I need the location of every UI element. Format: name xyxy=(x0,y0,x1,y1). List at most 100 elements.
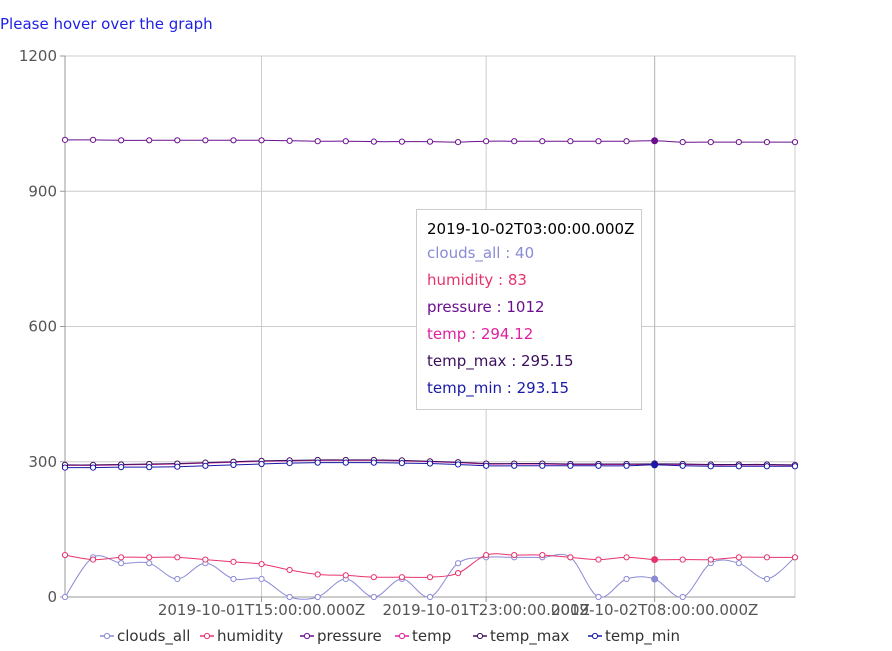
data-point-humidity xyxy=(763,554,771,561)
data-point-temp_min xyxy=(735,463,742,470)
legend-marker-clouds_all xyxy=(103,632,111,640)
data-point-pressure xyxy=(398,138,406,145)
data-point-temp_min xyxy=(679,462,686,469)
data-point-clouds_all xyxy=(118,560,125,567)
legend-marker-temp xyxy=(398,632,406,640)
data-point-humidity xyxy=(651,556,659,564)
data-point-humidity xyxy=(61,551,69,559)
data-point-pressure xyxy=(61,136,69,143)
data-point-temp_min xyxy=(791,463,799,470)
tooltip-row-clouds-all: clouds_all : 40 xyxy=(427,244,535,262)
data-point-humidity xyxy=(426,574,434,581)
data-point-temp_min xyxy=(454,461,462,468)
y-tick-label: 300 xyxy=(28,453,57,471)
data-point-temp_min xyxy=(230,461,237,469)
data-point-clouds_all xyxy=(146,560,153,567)
data-point-temp_min xyxy=(511,462,518,469)
legend-marker-pressure xyxy=(303,632,311,640)
data-point-humidity xyxy=(230,558,237,565)
data-point-pressure xyxy=(679,139,686,146)
data-point-clouds_all xyxy=(61,593,69,601)
hover-hint: Please hover over the graph xyxy=(0,15,213,33)
y-tick-label: 900 xyxy=(28,182,57,200)
data-point-pressure xyxy=(539,138,546,145)
data-point-temp_min xyxy=(314,459,321,466)
data-point-temp_min xyxy=(651,461,659,469)
data-point-temp_min xyxy=(202,462,209,469)
data-point-humidity xyxy=(679,556,686,563)
legend-label-humidity: humidity xyxy=(217,627,283,645)
y-tick-label: 1200 xyxy=(19,47,57,65)
data-point-pressure xyxy=(342,138,349,145)
data-point-pressure xyxy=(763,139,771,146)
x-tick-label: 2019-10-02T08:00:00.000Z xyxy=(551,601,758,619)
data-point-pressure xyxy=(791,139,799,146)
data-point-clouds_all xyxy=(623,575,630,583)
data-point-pressure xyxy=(118,137,125,144)
legend-label-temp_min: temp_min xyxy=(605,627,680,646)
data-point-humidity xyxy=(735,554,742,561)
data-point-temp_min xyxy=(89,464,97,471)
legend-marker-temp_min xyxy=(591,632,599,640)
data-point-humidity xyxy=(118,554,125,561)
data-point-pressure xyxy=(426,138,434,145)
data-point-temp_min xyxy=(539,462,546,469)
data-point-clouds_all xyxy=(314,593,321,601)
legend-label-temp: temp xyxy=(412,627,451,645)
data-point-humidity xyxy=(370,574,377,581)
legend-marker-temp_max xyxy=(476,632,484,640)
chart-tooltip: 2019-10-02T03:00:00.000Z clouds_all : 40… xyxy=(416,209,642,410)
data-point-pressure xyxy=(567,138,574,145)
data-point-temp_min xyxy=(483,462,490,469)
data-point-clouds_all xyxy=(370,593,377,601)
y-tick-label: 600 xyxy=(28,318,57,336)
data-point-pressure xyxy=(623,138,630,145)
data-point-clouds_all xyxy=(286,593,293,601)
data-point-humidity xyxy=(623,554,630,561)
data-point-humidity xyxy=(342,572,349,579)
x-tick-label: 2019-10-01T15:00:00.000Z xyxy=(158,601,365,619)
data-point-pressure xyxy=(202,137,209,144)
data-point-humidity xyxy=(539,551,546,559)
data-point-humidity xyxy=(89,556,97,563)
data-point-humidity xyxy=(483,551,490,559)
data-point-temp_min xyxy=(595,462,602,469)
data-point-humidity xyxy=(567,554,574,561)
data-point-pressure xyxy=(511,138,518,145)
legend-label-temp_max: temp_max xyxy=(490,627,570,646)
data-point-clouds_all xyxy=(679,593,686,601)
data-point-pressure xyxy=(370,138,377,145)
tooltip-row-temp-min: temp_min : 293.15 xyxy=(427,379,570,397)
legend-marker-humidity xyxy=(203,632,211,640)
data-point-temp_min xyxy=(623,462,630,469)
legend-label-pressure: pressure xyxy=(317,627,382,645)
x-tick-label: 2019-10-01T23:00:00.000Z xyxy=(382,601,589,619)
data-point-temp_min xyxy=(146,464,153,471)
data-point-clouds_all xyxy=(174,575,181,583)
data-point-pressure xyxy=(595,138,602,145)
data-point-clouds_all xyxy=(651,575,659,583)
data-point-humidity xyxy=(707,556,714,563)
data-point-clouds_all xyxy=(454,560,462,567)
y-tick-label: 0 xyxy=(47,588,57,606)
data-point-temp_min xyxy=(398,460,406,467)
data-point-temp_min xyxy=(567,462,574,469)
data-point-pressure xyxy=(174,137,181,144)
data-point-humidity xyxy=(202,556,209,563)
data-point-clouds_all xyxy=(735,560,742,567)
data-point-humidity xyxy=(174,554,181,561)
data-point-pressure xyxy=(89,136,97,143)
data-point-clouds_all xyxy=(258,575,265,583)
data-point-pressure xyxy=(483,138,490,145)
data-point-temp_min xyxy=(763,463,771,470)
data-point-temp_min xyxy=(286,460,293,467)
data-point-temp_min xyxy=(370,459,377,466)
data-point-pressure xyxy=(454,139,462,146)
data-point-pressure xyxy=(146,137,153,144)
data-point-temp_min xyxy=(426,460,434,467)
tooltip-row-temp: temp : 294.12 xyxy=(427,325,534,343)
data-point-clouds_all xyxy=(763,575,771,583)
data-point-clouds_all xyxy=(426,593,434,601)
data-point-pressure xyxy=(651,137,659,145)
